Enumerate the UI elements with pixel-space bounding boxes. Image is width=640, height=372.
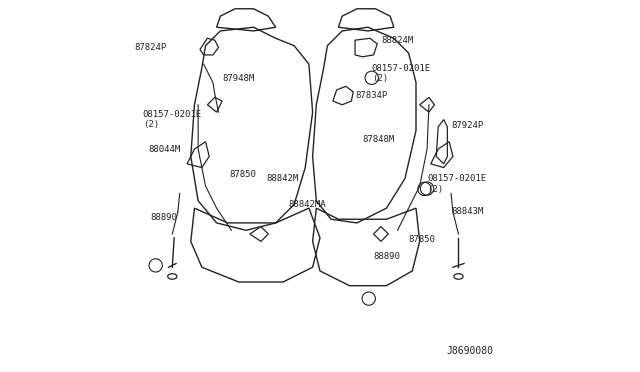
Text: 08157-0201E
(2): 08157-0201E (2) — [427, 174, 486, 194]
Text: 88890: 88890 — [374, 251, 401, 261]
Text: 87850: 87850 — [408, 235, 435, 244]
Text: J8690080: J8690080 — [447, 346, 493, 356]
Text: 88824M: 88824M — [381, 36, 413, 45]
Text: 87824P: 87824P — [134, 43, 167, 52]
Text: 87924P: 87924P — [451, 121, 483, 129]
Text: 87834P: 87834P — [355, 91, 387, 100]
Text: 87948M: 87948M — [222, 74, 255, 83]
Text: 88044M: 88044M — [148, 145, 180, 154]
Text: 87850: 87850 — [230, 170, 257, 179]
Text: 08157-0201E
(2): 08157-0201E (2) — [143, 110, 202, 129]
Text: 08157-0201E
(2): 08157-0201E (2) — [372, 64, 431, 83]
Text: 88843M: 88843M — [451, 207, 483, 217]
Text: 88842MA: 88842MA — [289, 200, 326, 209]
Text: 87848M: 87848M — [362, 135, 395, 144]
Text: 88890: 88890 — [150, 213, 177, 222]
Text: 88842M: 88842M — [266, 174, 299, 183]
